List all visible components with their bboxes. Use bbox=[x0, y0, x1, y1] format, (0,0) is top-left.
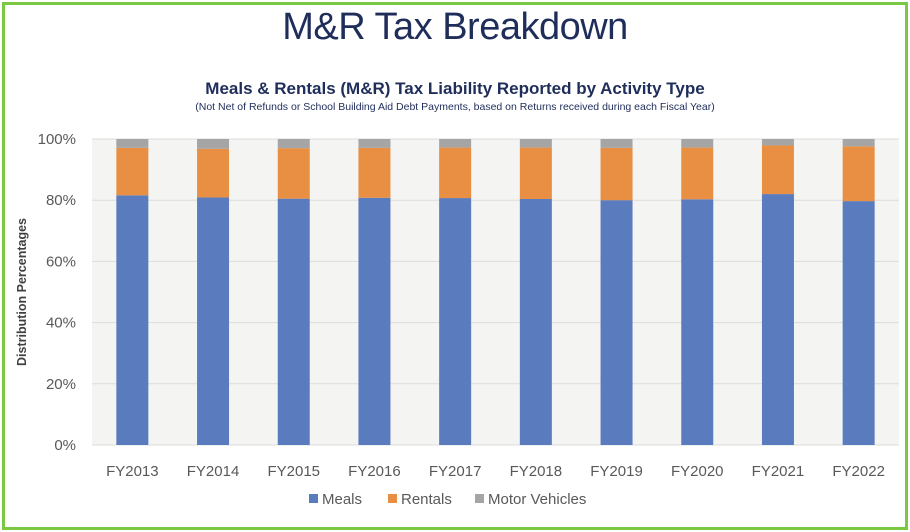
y-tick-label: 20% bbox=[46, 376, 76, 393]
y-tick-label: 80% bbox=[46, 192, 76, 209]
legend-swatch bbox=[309, 494, 318, 503]
bar-motor-vehicles-fy2018 bbox=[519, 139, 552, 148]
bar-meals-fy2018 bbox=[519, 198, 552, 445]
bar-motor-vehicles-fy2019 bbox=[600, 139, 633, 148]
bar-rentals-fy2019 bbox=[600, 147, 633, 201]
bar-motor-vehicles-fy2017 bbox=[439, 139, 472, 148]
bar-motor-vehicles-fy2021 bbox=[761, 139, 794, 146]
bar-rentals-fy2022 bbox=[842, 146, 875, 202]
bar-meals-fy2016 bbox=[358, 197, 391, 445]
bar-rentals-fy2016 bbox=[358, 147, 391, 198]
legend-swatch bbox=[475, 494, 484, 503]
legend-item-meals: Meals bbox=[309, 491, 362, 508]
x-axis-ticks: FY2013 FY2014 FY2015 FY2016 FY2017 FY2018 FY20… bbox=[106, 463, 885, 480]
bar-motor-vehicles-fy2014 bbox=[197, 139, 230, 149]
y-axis-label: Distribution Percentages bbox=[15, 218, 29, 366]
bar-meals-fy2019 bbox=[600, 200, 633, 445]
bar-motor-vehicles-fy2020 bbox=[681, 139, 714, 148]
bar-rentals-fy2014 bbox=[197, 148, 230, 198]
chart-subtitle: (Not Net of Refunds or School Building A… bbox=[195, 101, 715, 113]
x-tick-label: FY2019 bbox=[590, 463, 643, 480]
bar-motor-vehicles-fy2013 bbox=[116, 139, 149, 148]
bar-rentals-fy2013 bbox=[116, 147, 149, 196]
bar-rentals-fy2020 bbox=[681, 147, 714, 200]
legend-swatch bbox=[388, 494, 397, 503]
bar-motor-vehicles-fy2022 bbox=[842, 139, 875, 147]
bar-rentals-fy2017 bbox=[439, 147, 472, 199]
x-tick-label: FY2020 bbox=[671, 463, 724, 480]
page-title: M&R Tax Breakdown bbox=[282, 6, 628, 48]
legend-label: Meals bbox=[322, 491, 362, 508]
bar-rentals-fy2015 bbox=[277, 148, 310, 199]
x-tick-label: FY2013 bbox=[106, 463, 159, 480]
bar-rentals-fy2018 bbox=[519, 147, 552, 199]
bar-motor-vehicles-fy2016 bbox=[358, 139, 391, 148]
chart-title: Meals & Rentals (M&R) Tax Liability Repo… bbox=[205, 79, 705, 98]
bar-meals-fy2021 bbox=[761, 194, 794, 445]
legend-item-rentals: Rentals bbox=[388, 491, 452, 508]
legend-label: Motor Vehicles bbox=[488, 491, 586, 508]
bar-meals-fy2013 bbox=[116, 195, 149, 445]
y-tick-label: 0% bbox=[54, 437, 76, 454]
legend-item-motor-vehicles: Motor Vehicles bbox=[475, 491, 586, 508]
x-tick-label: FY2015 bbox=[267, 463, 320, 480]
x-tick-label: FY2014 bbox=[187, 463, 240, 480]
bar-rentals-fy2021 bbox=[761, 145, 794, 195]
legend-label: Rentals bbox=[401, 491, 452, 508]
bar-meals-fy2014 bbox=[197, 197, 230, 445]
bar-meals-fy2017 bbox=[439, 198, 472, 445]
bar-motor-vehicles-fy2015 bbox=[277, 139, 310, 149]
y-tick-label: 40% bbox=[46, 315, 76, 332]
legend: Meals Rentals Motor Vehicles bbox=[309, 491, 586, 508]
bar-meals-fy2015 bbox=[277, 198, 310, 445]
bars bbox=[116, 139, 875, 445]
x-tick-label: FY2017 bbox=[429, 463, 482, 480]
bar-meals-fy2022 bbox=[842, 201, 875, 445]
x-tick-label: FY2022 bbox=[832, 463, 885, 480]
x-tick-label: FY2016 bbox=[348, 463, 401, 480]
y-tick-label: 60% bbox=[46, 253, 76, 270]
y-tick-label: 100% bbox=[38, 131, 76, 148]
bar-meals-fy2020 bbox=[681, 199, 714, 445]
y-axis-ticks: 0% 20% 40% 60% 80% 100% bbox=[38, 131, 76, 454]
x-tick-label: FY2021 bbox=[752, 463, 805, 480]
x-tick-label: FY2018 bbox=[510, 463, 563, 480]
